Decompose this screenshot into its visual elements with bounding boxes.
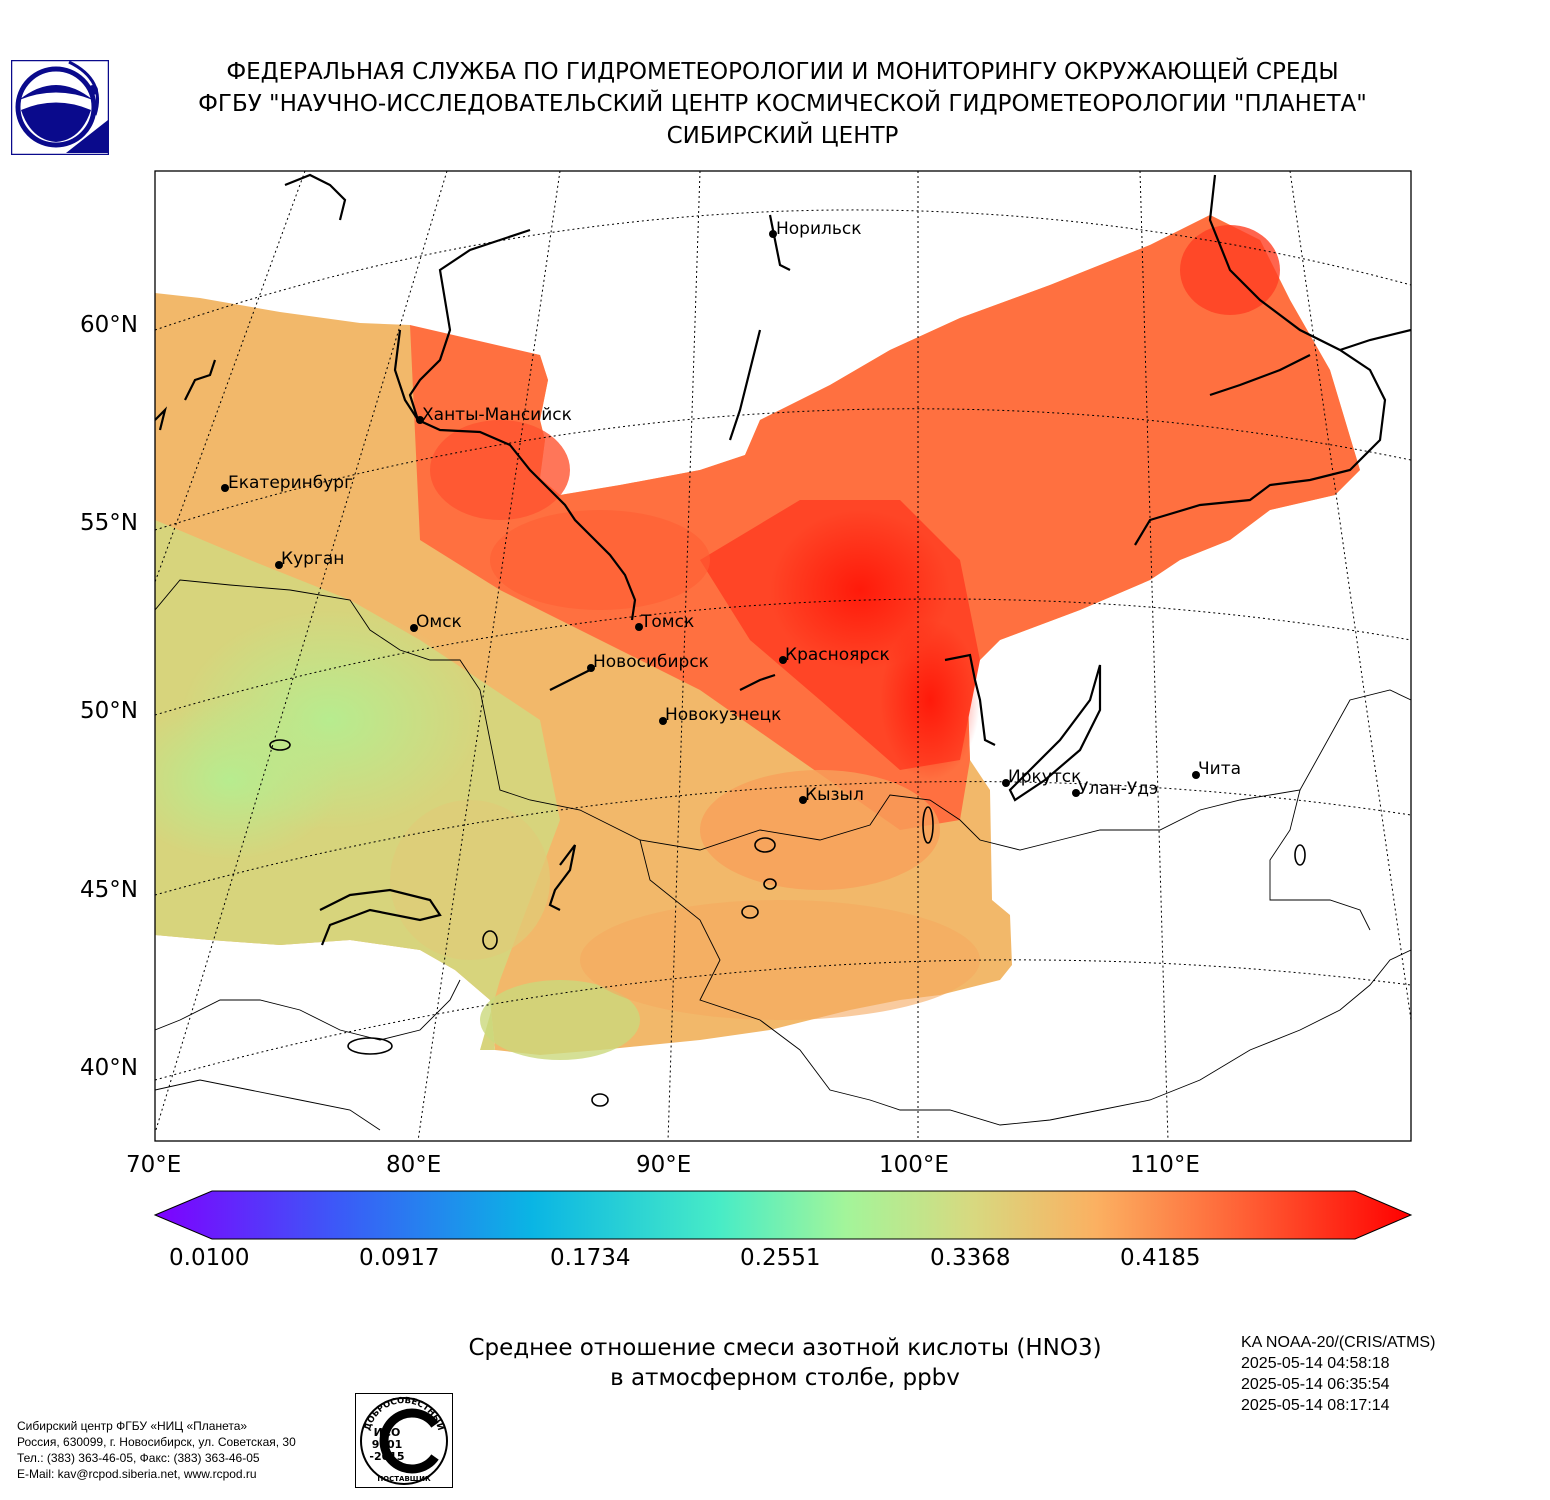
lon-label-110: 110°E [1130, 1152, 1200, 1178]
colorbar-label: 0.0917 [359, 1245, 440, 1271]
footer-line: Сибирский центр ФГБУ «НИЦ «Планета» [17, 1419, 248, 1433]
lon-label-90: 90°E [636, 1152, 692, 1178]
lat-label-45: 45°N [80, 877, 138, 903]
city-label: Норильск [776, 219, 862, 239]
colorbar-label: 0.3368 [930, 1245, 1011, 1271]
city-label: Томск [641, 612, 695, 632]
iso-badge: ДОБРОСОВЕСТНЫЙ ИСО 9001 -2015 ПОСТАВЩИК [355, 1393, 453, 1488]
map-caption: Среднее отношение смеси азотной кислоты … [370, 1333, 1200, 1393]
city-label: Новосибирск [593, 652, 709, 672]
header-line-1: ФЕДЕРАЛЬНАЯ СЛУЖБА ПО ГИДРОМЕТЕОРОЛОГИИ … [226, 59, 1339, 85]
caption-line-1: Среднее отношение смеси азотной кислоты … [468, 1335, 1102, 1361]
city-dots [221, 230, 1200, 804]
iso-text: -2015 [369, 1450, 404, 1463]
lon-label-80: 80°E [386, 1152, 442, 1178]
iso-text: 9001 [372, 1438, 403, 1451]
city-label: Чита [1198, 759, 1242, 779]
city-label: Иркутск [1008, 767, 1082, 787]
lat-label-50: 50°N [80, 698, 138, 724]
satellite-name: KA NOAA-20/(CRIS/ATMS) [1241, 1334, 1436, 1351]
lat-label-60: 60°N [80, 312, 138, 338]
city-label: Курган [281, 549, 345, 569]
iso-bottom-text: ПОСТАВЩИК [377, 1475, 431, 1483]
city-label: Омск [416, 612, 462, 632]
lat-label-40: 40°N [80, 1055, 138, 1081]
iso-text: ИСО [374, 1426, 401, 1439]
satellite-time: 2025-05-14 04:58:18 [1241, 1355, 1390, 1372]
footer-address: Сибирский центр ФГБУ «НИЦ «Планета» Росс… [17, 1418, 296, 1482]
colorbar-label: 0.0100 [169, 1245, 250, 1271]
colorbar-label: 0.2551 [740, 1245, 821, 1271]
header-line-3: СИБИРСКИЙ ЦЕНТР [666, 123, 899, 149]
footer-line: Россия, 630099, г. Новосибирск, ул. Сове… [17, 1435, 296, 1449]
colorbar-label: 0.4185 [1120, 1245, 1201, 1271]
city-label: Улан-Удэ [1078, 779, 1159, 799]
header-line-2: ФГБУ "НАУЧНО-ИССЛЕДОВАТЕЛЬСКИЙ ЦЕНТР КОС… [198, 91, 1367, 117]
colorbar [153, 1190, 1413, 1240]
lat-label-55: 55°N [80, 510, 138, 536]
city-label: Ханты-Мансийск [422, 405, 572, 425]
caption-line-2: в атмосферном столбе, ppbv [610, 1365, 960, 1391]
lon-label-70: 70°E [126, 1152, 182, 1178]
colorbar-label: 0.1734 [550, 1245, 631, 1271]
city-label: Красноярск [785, 645, 890, 665]
footer-line: Тел.: (383) 363-46-05, Факс: (383) 363-4… [17, 1451, 260, 1465]
satellite-info: KA NOAA-20/(CRIS/ATMS) 2025-05-14 04:58:… [1241, 1332, 1435, 1416]
city-label: Кызыл [805, 785, 864, 805]
satellite-time: 2025-05-14 06:35:54 [1241, 1376, 1390, 1393]
planeta-logo [11, 60, 109, 155]
lon-label-100: 100°E [879, 1152, 949, 1178]
satellite-time: 2025-05-14 08:17:14 [1241, 1397, 1390, 1414]
city-label: Екатеринбург [228, 473, 354, 493]
city-label: Новокузнецк [665, 705, 782, 725]
footer-line: E-Mail: kav@rcpod.siberia.net, www.rcpod… [17, 1467, 257, 1481]
